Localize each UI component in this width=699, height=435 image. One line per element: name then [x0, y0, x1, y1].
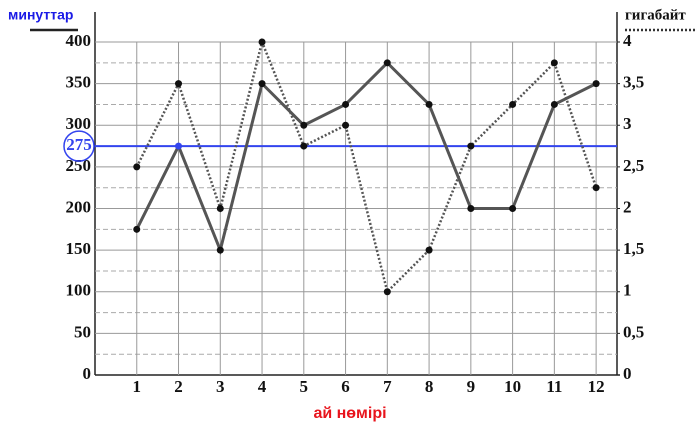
point — [342, 100, 350, 108]
y2-tick-label: 3 — [623, 114, 632, 133]
y-tick-label: 350 — [66, 73, 92, 92]
point — [216, 205, 224, 212]
series-line — [135, 60, 597, 255]
point — [300, 142, 308, 150]
point — [550, 100, 558, 108]
x-tick-label: 6 — [341, 377, 350, 396]
y-tick-label: 300 — [66, 114, 92, 133]
point — [342, 121, 350, 129]
y-tick-label: 150 — [66, 239, 92, 258]
point — [383, 59, 391, 67]
y2-tick-label: 4 — [623, 31, 632, 50]
point — [175, 142, 183, 150]
y-tick-label: 50 — [74, 322, 91, 341]
x-tick-label: 1 — [133, 377, 142, 396]
x-tick-label: 12 — [588, 377, 605, 396]
y-tick-label: 200 — [66, 197, 92, 216]
reference-label: 275 — [66, 135, 92, 154]
point — [383, 288, 391, 296]
point — [425, 100, 433, 108]
y2-tick-label: 1,5 — [623, 239, 644, 258]
point — [592, 80, 600, 88]
point — [133, 225, 141, 233]
reference-circle — [63, 130, 95, 162]
legend-label: гигабайт — [625, 7, 686, 23]
x-tick-label: 8 — [425, 377, 434, 396]
point — [509, 100, 517, 108]
y-tick-label: 100 — [66, 281, 92, 300]
x-tick-label: 11 — [546, 377, 562, 396]
x-tick-label: 4 — [258, 377, 267, 396]
point — [550, 59, 558, 67]
y2-tick-label: 3,5 — [623, 73, 644, 92]
point — [133, 163, 141, 171]
point — [592, 184, 600, 192]
point — [467, 142, 475, 150]
point — [467, 205, 475, 212]
point — [258, 80, 266, 88]
series-line — [135, 37, 598, 295]
legend-label: минуттар — [8, 7, 73, 23]
y-tick-label: 400 — [66, 31, 92, 50]
point — [509, 205, 517, 212]
point — [425, 246, 433, 254]
point — [216, 246, 224, 254]
x-tick-label: 2 — [174, 377, 183, 396]
y-tick-label: 0 — [83, 364, 92, 383]
y2-tick-label: 2 — [623, 197, 632, 216]
x-tick-label: 9 — [467, 377, 476, 396]
y2-tick-label: 2,5 — [623, 156, 644, 175]
y2-tick-label: 1 — [623, 281, 632, 300]
point — [175, 80, 183, 88]
x-tick-label: 10 — [504, 377, 521, 396]
x-tick-label: 3 — [216, 377, 225, 396]
x-axis-label: ай нөмірі — [313, 405, 386, 422]
x-tick-label: 5 — [300, 377, 309, 396]
x-tick-label: 7 — [383, 377, 392, 396]
y2-tick-label: 0,5 — [623, 322, 644, 341]
point — [300, 121, 308, 129]
y2-tick-label: 0 — [623, 364, 632, 383]
point — [258, 38, 266, 46]
